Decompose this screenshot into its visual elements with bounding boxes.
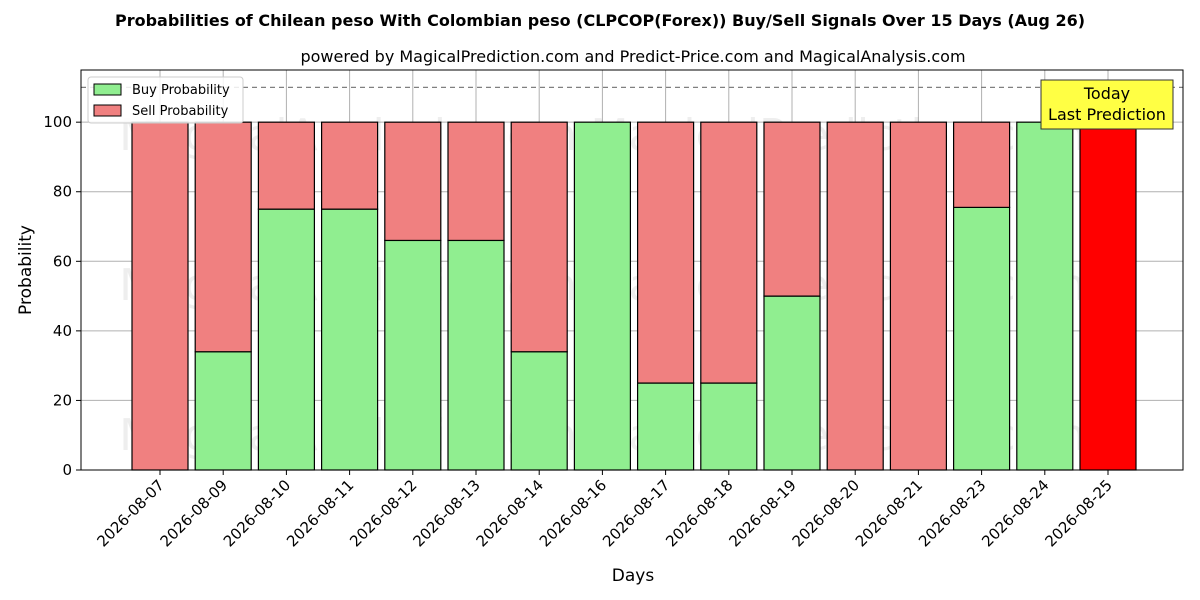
buy-bar	[952, 206, 1011, 471]
sell-bar	[447, 121, 505, 242]
sell-bar	[889, 121, 948, 471]
today-label-line2: Last Prediction	[1048, 105, 1166, 124]
sell-bar	[131, 121, 189, 471]
plot-frame	[80, 69, 1184, 471]
chart-title: Probabilities of Chilean peso With Colom…	[115, 11, 1085, 30]
sell-bar	[321, 121, 379, 210]
y-tick-label: 40	[53, 322, 72, 340]
today-label-box	[1040, 79, 1174, 130]
buy-bar	[573, 121, 632, 471]
sell-bar	[194, 121, 252, 353]
today-label-line1: Today	[1083, 84, 1130, 103]
sell-bar	[257, 121, 315, 210]
legend-swatch	[93, 83, 122, 96]
sell-bar	[384, 121, 442, 242]
x-tick-label: 2026-08-17	[599, 476, 673, 550]
x-tick-label: 2026-08-12	[346, 476, 420, 550]
buy-bar	[763, 295, 821, 471]
buy-bar	[1016, 121, 1074, 471]
today-sell-bar	[1079, 121, 1137, 471]
sell-bar	[510, 121, 568, 353]
buy-bar	[447, 239, 505, 471]
buy-bar	[384, 239, 442, 471]
sell-bar	[636, 121, 695, 384]
y-tick-label: 100	[43, 113, 72, 131]
chart-subtitle: powered by MagicalPrediction.com and Pre…	[300, 47, 965, 66]
y-tick-label: 20	[53, 391, 72, 409]
legend-box	[87, 76, 244, 124]
legend: Buy Probability Sell Probability	[87, 76, 244, 124]
x-tick-label: 2026-08-11	[283, 476, 357, 550]
x-axis-label: Days	[612, 566, 655, 586]
legend-label: Buy Probability	[132, 83, 230, 98]
x-tick-label: 2026-08-24	[978, 476, 1052, 550]
x-axis-ticks: 2026-08-072026-08-092026-08-102026-08-11…	[93, 470, 1116, 550]
x-tick-label: 2026-08-25	[1041, 476, 1115, 550]
sell-bar	[700, 121, 758, 384]
y-axis-ticks: 0 20 40 60 80 100	[43, 113, 81, 479]
sell-bar	[826, 121, 884, 471]
x-tick-label: 2026-08-09	[157, 476, 231, 550]
y-tick-label: 80	[53, 183, 72, 201]
buy-bar	[194, 351, 252, 471]
y-axis-label: Probability	[16, 225, 36, 315]
x-tick-label: 2026-08-18	[662, 476, 736, 550]
today-annotation: Today Last Prediction	[1040, 79, 1174, 130]
sell-bar	[952, 121, 1011, 208]
x-tick-label: 2026-08-10	[220, 476, 294, 550]
buy-bar	[321, 208, 379, 471]
buy-bar	[636, 382, 695, 471]
x-tick-label: 2026-08-19	[725, 476, 799, 550]
x-tick-label: 2026-08-07	[93, 476, 167, 550]
x-tick-label: 2026-08-13	[409, 476, 483, 550]
buy-bar	[700, 382, 758, 471]
x-tick-label: 2026-08-21	[852, 476, 926, 550]
x-tick-label: 2026-08-16	[536, 476, 610, 550]
y-tick-label: 0	[62, 461, 72, 479]
x-tick-label: 2026-08-20	[789, 476, 863, 550]
y-tick-label: 60	[53, 252, 72, 270]
bars-layer	[131, 121, 1137, 471]
sell-bar	[763, 121, 821, 297]
legend-swatch	[93, 104, 122, 117]
x-tick-label: 2026-08-23	[915, 476, 989, 550]
buy-bar	[257, 208, 315, 471]
buy-bar	[510, 351, 568, 471]
x-tick-label: 2026-08-14	[473, 476, 547, 550]
legend-label: Sell Probability	[132, 104, 229, 119]
